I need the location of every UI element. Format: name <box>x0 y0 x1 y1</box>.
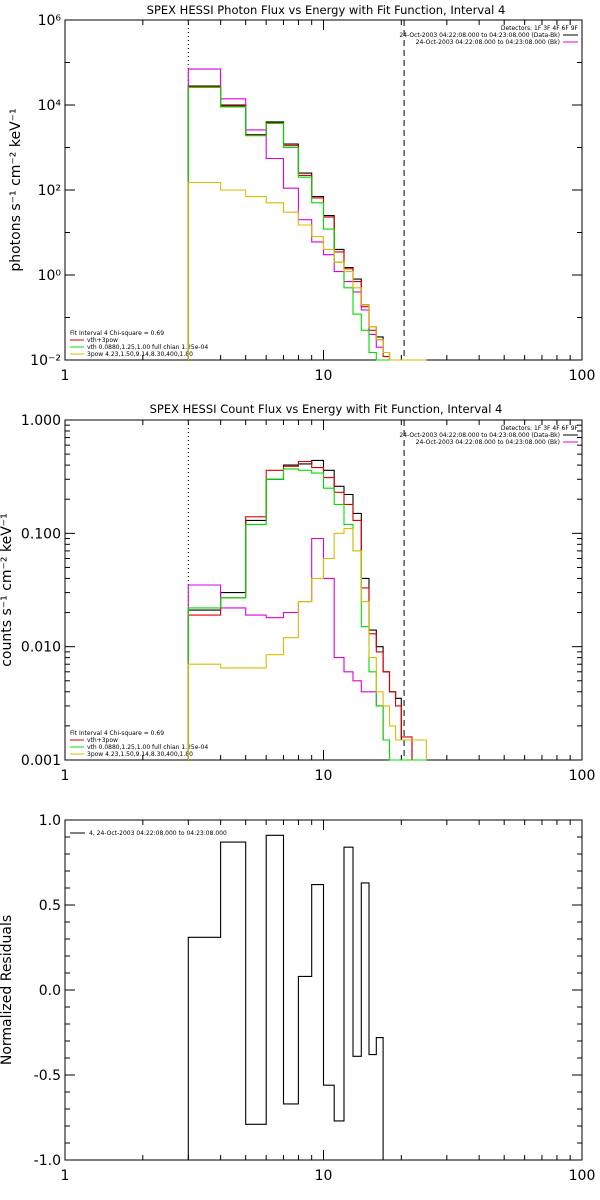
chart-title: SPEX HESSI Count Flux vs Energy with Fit… <box>150 402 503 416</box>
y-tick-label: 1.0 <box>39 813 61 829</box>
y-tick-label: 0.010 <box>21 640 61 656</box>
chart-title: SPEX HESSI Photon Flux vs Energy with Fi… <box>147 3 506 17</box>
residuals-panel: Normalized Residuals 4, 24-Oct-2003 04:2… <box>0 813 595 1184</box>
y-tick-label: 10⁴ <box>38 98 62 114</box>
series-vth <box>187 468 427 761</box>
series-4-24-oct-2003-04-22-08-000-to-04-23-08-000 <box>187 834 384 1160</box>
legend-fit-line: 3pow 4.23,1.50,9.14,8.30,400,1.80 <box>87 351 193 358</box>
y-tick-label: -0.5 <box>34 1068 61 1084</box>
series-3pow <box>187 181 427 361</box>
series-vth-3pow <box>187 460 427 761</box>
y-axis-label: photons s⁻¹ cm⁻² keV⁻¹ <box>8 108 24 271</box>
y-tick-label: 10² <box>38 183 61 199</box>
series-3pow <box>187 528 427 760</box>
legend-fit-line: Fit Interval 4 Chi-square = 0.69 <box>70 730 164 737</box>
photon-flux-panel: SPEX HESSI Photon Flux vs Energy with Fi… <box>8 3 595 384</box>
y-tick-label: 0.100 <box>21 526 61 542</box>
x-tick-label: 100 <box>569 1168 596 1184</box>
x-tick-label: 10 <box>315 768 333 784</box>
y-axis-label: Normalized Residuals <box>0 915 15 1065</box>
legend-fit-line: Fit Interval 4 Chi-square = 0.69 <box>70 330 164 337</box>
y-tick-label: 10⁰ <box>38 268 62 284</box>
y-tick-label: -1.0 <box>34 1153 61 1169</box>
x-tick-label: 10 <box>315 1168 333 1184</box>
legend-fit-line: vth 0.0880,1.25,1.00 full chian 1.25e-04 <box>87 344 208 351</box>
legend-top-line: Detectors: 1F 3F 4F 6F 9F <box>501 425 579 432</box>
series-vth <box>187 86 427 361</box>
x-tick-label: 100 <box>569 368 596 384</box>
series-bk <box>187 68 427 361</box>
y-tick-label: 0.0 <box>39 983 61 999</box>
y-axis-label: counts s⁻¹ cm⁻² keV⁻¹ <box>0 513 15 667</box>
legend-top-line: 24-Oct-2003 04:22:08.000 to 04:23:08.000… <box>416 39 560 46</box>
series-bk <box>187 537 427 761</box>
series-data-bk <box>187 85 427 361</box>
y-tick-label: 0.5 <box>39 898 61 914</box>
x-tick-label: 1 <box>61 368 70 384</box>
legend-fit-line: vth 0.0880,1.25,1.00 full chian 1.25e-04 <box>87 744 208 751</box>
series-vth-3pow <box>187 86 427 361</box>
legend-top-line: 24-Oct-2003 04:22:08.000 to 04:23:08.000… <box>399 32 560 39</box>
legend-fit-line: 3pow 4.23,1.50,9.14,8.30,400,1.80 <box>87 751 193 758</box>
x-tick-label: 1 <box>61 768 70 784</box>
y-tick-label: 1.000 <box>21 413 61 429</box>
plot-frame <box>64 19 583 361</box>
count-flux-panel: SPEX HESSI Count Flux vs Energy with Fit… <box>0 402 595 784</box>
legend-top-line: 24-Oct-2003 04:22:08.000 to 04:23:08.000… <box>399 432 560 439</box>
x-tick-label: 1 <box>61 1168 70 1184</box>
y-tick-label: 0.001 <box>21 753 61 769</box>
legend-top-line: 24-Oct-2003 04:22:08.000 to 04:23:08.000… <box>416 439 560 446</box>
series-data-bk <box>187 459 427 761</box>
y-tick-label: 10⁶ <box>38 13 62 29</box>
legend-fit-line: vth+3pow <box>87 737 118 744</box>
x-tick-label: 10 <box>315 368 333 384</box>
x-tick-label: 100 <box>569 768 596 784</box>
y-tick-label: 10⁻² <box>30 353 61 369</box>
legend-top-line: Detectors: 1F 3F 4F 6F 9F <box>501 25 579 32</box>
legend-fit-line: vth+3pow <box>87 337 118 344</box>
legend-residuals: 4, 24-Oct-2003 04:22:08.000 to 04:23:08.… <box>89 830 227 837</box>
